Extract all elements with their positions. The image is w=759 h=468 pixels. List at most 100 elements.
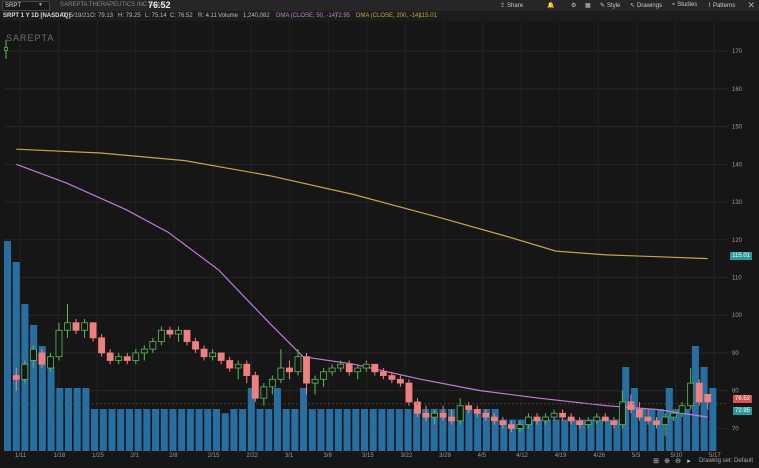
zoom-in-icon[interactable]: ⊕ [664,458,670,465]
candle-body [653,420,660,425]
candle-body [234,363,242,369]
candle-body [175,329,182,335]
volume-bar [569,419,578,451]
candle-body [183,329,191,343]
volume-bar [334,409,342,451]
candle-body [12,375,20,380]
candle-body [354,367,362,373]
candle-body [371,363,379,373]
volume-bar [482,409,490,451]
x-tick-label: 3/1 [285,453,294,458]
x-tick-label: 2/8 [169,453,178,458]
info-date: D: 5/19/21 [62,13,90,19]
candle-body [260,386,268,399]
volume-bar [387,409,395,451]
volume-bar [108,409,116,451]
zoom-to-fit-icon[interactable]: ⊞ [653,458,659,465]
dma50-value: 72.95 [335,13,351,19]
candle-body [396,378,404,384]
volume-bar [73,388,81,451]
zoom-out-icon[interactable]: ⊖ [675,458,681,465]
dma200-tag: 115.01 [730,252,752,260]
grid-icon[interactable]: ▦ [585,3,591,9]
volume-bar [308,409,316,451]
y-tick-label: 130 [732,200,743,206]
x-tick-label: 3/8 [323,453,332,458]
volume-bar [474,409,482,451]
x-tick-label: 5/10 [670,453,682,458]
studies-button[interactable]: ≈ Studies [672,2,698,8]
candle-body [567,416,575,422]
x-tick-label: 3/15 [362,453,374,458]
volume-bar [239,409,247,451]
style-icon: ✎ [600,3,606,9]
gear-icon[interactable]: ⚙ [571,3,577,9]
volume-bar [439,409,447,451]
volume-bar [247,388,255,451]
info-close: C: 76.52 [170,13,193,19]
volume-bar [91,409,99,451]
candle-body [525,416,532,425]
candle-body [456,405,464,422]
volume-bar [212,409,221,451]
price-chart[interactable]: 70 80 90 100 110 120 130 140 150 160 170 1/11 1/18 1/… [0,21,759,458]
candle-body [328,367,336,373]
x-tick-label: 4/19 [555,453,567,458]
candle-body [29,348,37,361]
candle-body [610,420,618,425]
x-tick-label: 4/12 [516,453,528,458]
volume-bar [578,419,586,451]
candle-body [311,378,319,384]
volume-bar [683,409,691,451]
candle-body [516,424,524,429]
volume-bar [535,419,543,451]
volume-bar [256,409,264,451]
volume-bar [178,409,186,451]
close-icon[interactable]: ✕ [747,0,755,10]
y-tick-label: 170 [732,49,743,55]
volume-bar [413,409,421,451]
dma200-label: DMA (CLOSE, 200, -14) [356,13,421,19]
candle-body [422,412,430,418]
candle-body [576,420,584,425]
style-button[interactable]: ✎ Style [600,2,621,10]
candle-body [140,348,148,354]
candle-body [661,416,669,425]
candle-body [345,363,353,373]
candle-body [89,322,97,339]
volume-bar [221,413,229,451]
volume-bar [500,419,508,451]
symbol-input[interactable]: SRPT [2,1,50,11]
y-tick-label: 150 [732,125,743,131]
volume-bar [152,409,160,451]
y-tick-label: 110 [732,275,742,281]
candle-body [46,356,54,369]
volume-bar [587,419,595,451]
volume-bar [352,409,360,451]
pan-icon[interactable]: ▸ [687,458,691,465]
candle-body [695,382,703,403]
candle-body [388,375,396,380]
bell-icon[interactable]: 🔔 [547,3,555,9]
drawings-button[interactable]: ↖ Drawings [630,2,663,10]
chevron-down-icon[interactable]: ▼ [38,2,43,8]
volume-bar [465,409,473,451]
share-button[interactable]: ⇪ Share [500,2,524,10]
candle-body [499,420,507,425]
volume-bar [82,388,90,451]
volume-bar [691,346,699,451]
candle-body [55,329,63,358]
volume-bar [657,409,665,451]
volume-bar [195,409,203,451]
candle-body [601,416,609,422]
candle-body [533,416,541,422]
candle-body [72,322,80,331]
candle-body [687,382,695,407]
x-tick-label: 3/22 [401,453,413,458]
volume-bar [282,409,290,451]
volume-bar [596,419,604,451]
candle-body [439,412,447,418]
patterns-button[interactable]: ⌇ Patterns [708,2,736,10]
candle-body [200,348,208,358]
info-open: O: 79.13 [90,13,114,19]
